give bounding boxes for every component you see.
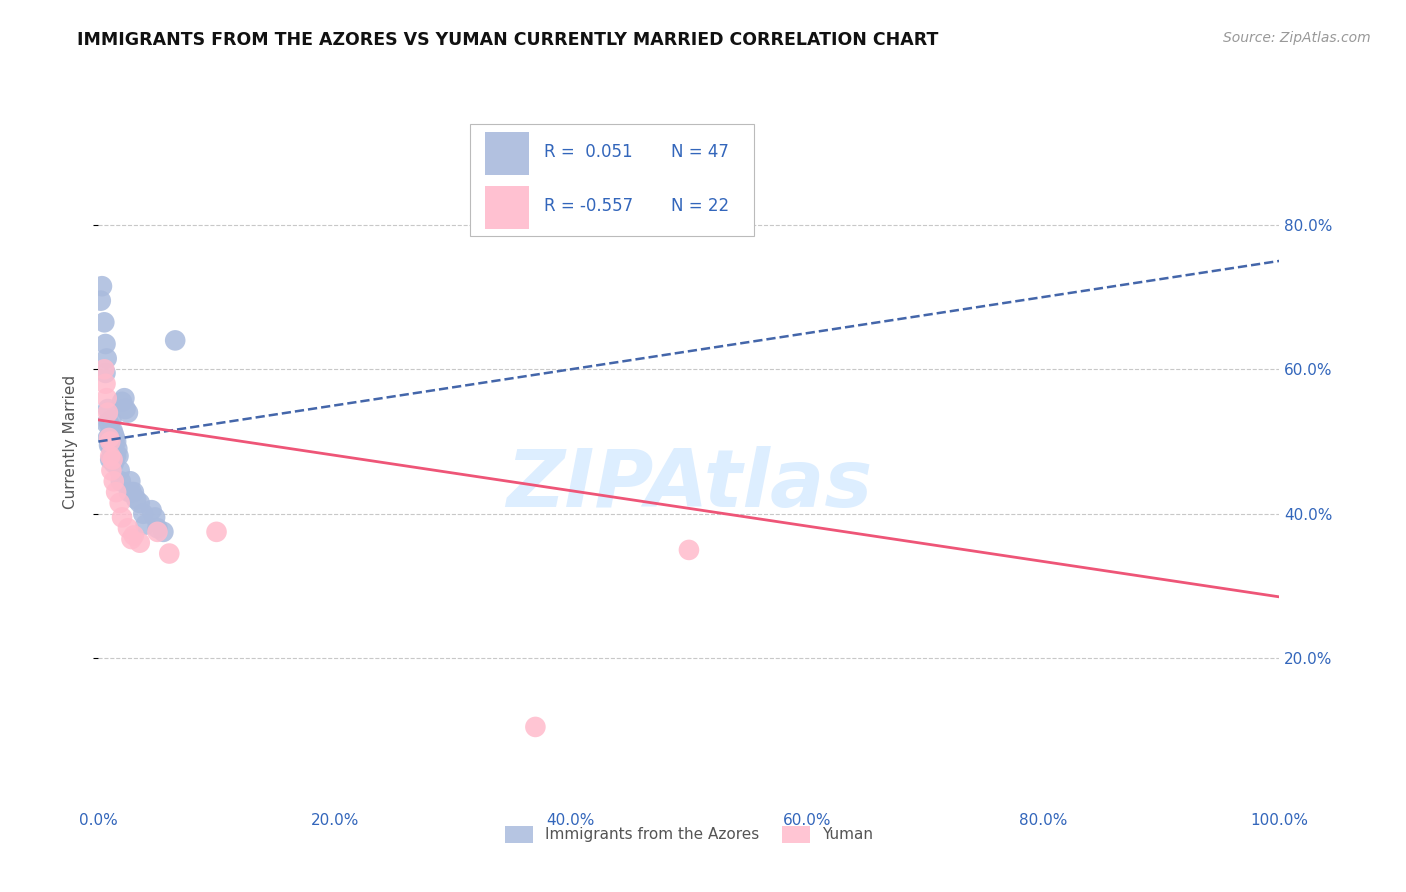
Point <box>165 334 187 348</box>
Point <box>121 485 143 500</box>
Point <box>152 524 174 539</box>
Point <box>146 521 169 535</box>
Point <box>98 427 121 442</box>
Point <box>111 510 134 524</box>
FancyBboxPatch shape <box>485 132 530 176</box>
Point <box>100 427 122 442</box>
Point <box>96 417 118 431</box>
Point <box>103 475 125 489</box>
Point <box>205 524 228 539</box>
Point <box>128 535 150 549</box>
Point <box>100 442 122 456</box>
Point <box>97 406 120 420</box>
Text: R =  0.051: R = 0.051 <box>544 144 633 161</box>
FancyBboxPatch shape <box>485 186 530 229</box>
Point <box>117 521 139 535</box>
Point <box>121 532 143 546</box>
Point <box>105 434 128 449</box>
Text: N = 47: N = 47 <box>671 144 730 161</box>
Point <box>93 315 115 329</box>
FancyBboxPatch shape <box>471 124 754 235</box>
Point <box>101 424 124 438</box>
Point <box>117 406 139 420</box>
Point <box>135 517 157 532</box>
Point <box>96 351 118 366</box>
Point <box>118 485 141 500</box>
Text: Source: ZipAtlas.com: Source: ZipAtlas.com <box>1223 31 1371 45</box>
Point <box>105 449 128 463</box>
Point <box>91 279 114 293</box>
Point <box>105 485 128 500</box>
Point <box>98 431 121 445</box>
Text: ZIPAtlas: ZIPAtlas <box>506 446 872 524</box>
Point <box>97 431 120 445</box>
Point <box>98 449 121 463</box>
Point <box>108 463 131 477</box>
Point <box>98 438 121 452</box>
Point <box>98 417 121 431</box>
Point <box>122 528 145 542</box>
Point <box>143 510 166 524</box>
Point <box>94 366 117 380</box>
Point <box>103 456 125 470</box>
Legend: Immigrants from the Azores, Yuman: Immigrants from the Azores, Yuman <box>499 820 879 849</box>
Point <box>90 293 112 308</box>
Point <box>98 452 121 467</box>
Point <box>93 362 115 376</box>
Point <box>94 376 117 391</box>
Y-axis label: Currently Married: Currently Married <box>63 375 77 508</box>
Point <box>100 463 122 477</box>
Point <box>146 524 169 539</box>
Point <box>107 449 129 463</box>
Point <box>101 452 124 467</box>
Point <box>108 496 131 510</box>
Point <box>120 475 142 489</box>
Point <box>103 427 125 442</box>
Point <box>96 391 118 405</box>
Point <box>103 442 125 456</box>
Point <box>122 485 145 500</box>
Point <box>98 438 121 452</box>
Point <box>128 496 150 510</box>
Point <box>97 402 120 417</box>
Point <box>125 492 148 507</box>
Point <box>524 720 547 734</box>
Point <box>98 434 121 449</box>
Point <box>105 442 128 456</box>
Point <box>101 438 124 452</box>
Text: R = -0.557: R = -0.557 <box>544 197 633 215</box>
Point <box>104 445 127 459</box>
Text: IMMIGRANTS FROM THE AZORES VS YUMAN CURRENTLY MARRIED CORRELATION CHART: IMMIGRANTS FROM THE AZORES VS YUMAN CURR… <box>77 31 939 49</box>
Point <box>104 431 127 445</box>
Point <box>110 475 132 489</box>
Point <box>112 391 135 405</box>
Point <box>100 413 122 427</box>
Point <box>111 394 134 409</box>
Point <box>132 507 155 521</box>
Point <box>114 402 136 417</box>
Text: N = 22: N = 22 <box>671 197 730 215</box>
Point <box>141 503 163 517</box>
Point <box>157 547 180 561</box>
Point <box>678 542 700 557</box>
Point <box>94 337 117 351</box>
